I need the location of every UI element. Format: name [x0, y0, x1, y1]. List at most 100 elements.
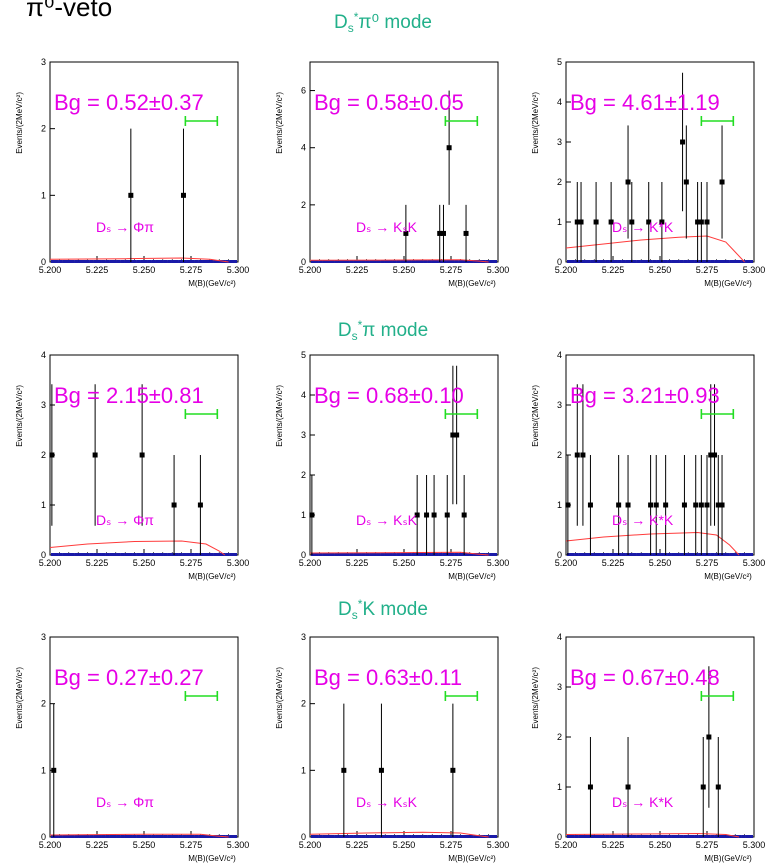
- plot-2-data-point: [593, 219, 599, 225]
- plot-8-zero-point: [644, 835, 649, 838]
- plot-5-zero-point: [586, 553, 591, 556]
- plot-3-zero-point: [105, 553, 110, 556]
- plot-0-ytick-label: 3: [41, 57, 46, 67]
- plot-1-zero-point: [427, 260, 432, 263]
- plot-2-zero-point: [749, 260, 753, 263]
- plot-8-zero-point: [690, 835, 695, 838]
- plot-5-xtick-label: 5.200: [555, 558, 578, 568]
- plot-8-zero-point: [675, 835, 680, 838]
- plot-5-zero-point: [694, 553, 699, 556]
- plot-1-ytick-label: 0: [301, 257, 306, 267]
- plot-6-zero-point: [70, 835, 75, 838]
- plot-6-zero-point: [233, 835, 237, 838]
- plot-8-zero-point: [718, 835, 723, 838]
- plot-3-zero-point: [163, 553, 168, 556]
- plot-2-zero-point: [737, 260, 742, 263]
- plot-1-data-point: [403, 230, 409, 236]
- plot-8-zero-point: [671, 835, 676, 838]
- plot-7-zero-point: [311, 835, 315, 838]
- plot-5-bg-label: Bg = 3.21±0.93: [570, 383, 720, 408]
- plot-3-fit-curve: [49, 540, 226, 556]
- plot-8-zero-point: [632, 835, 637, 838]
- row-title-dstar-k: Ds*K mode: [338, 597, 428, 622]
- plot-3-zero-point: [178, 553, 183, 556]
- plot-1-zero-point: [431, 260, 436, 263]
- plot-0-xtick-label: 5.300: [227, 265, 250, 275]
- plot-6-zero-point: [132, 835, 137, 838]
- plot-8-xtick-label: 5.225: [602, 840, 625, 850]
- plot-1-zero-point: [376, 260, 381, 263]
- plot-2-zero-point: [729, 260, 734, 263]
- plot-8-zero-point: [578, 835, 583, 838]
- plot-7-zero-point: [365, 835, 370, 838]
- plot-7-zero-point: [423, 835, 428, 838]
- plot-1-data-point: [440, 230, 446, 236]
- plot-1-zero-point: [380, 260, 385, 263]
- plot-4-zero-point: [400, 553, 405, 556]
- plot-5-zero-point: [644, 553, 649, 556]
- plot-3-zero-point: [66, 553, 71, 556]
- plot-2-xtick-label: 5.200: [555, 265, 578, 275]
- plot-8-zero-point: [702, 835, 707, 838]
- plot-7-zero-point: [372, 835, 377, 838]
- plot-8-zero-point: [714, 835, 719, 838]
- plot-6-zero-point: [54, 835, 59, 838]
- plot-5-zero-point: [582, 553, 587, 556]
- plot-4-fit-curve: [309, 551, 489, 556]
- plot-5-zero-point: [679, 553, 684, 556]
- plot-6-zero-point: [147, 835, 152, 838]
- plot-4-zero-point: [365, 553, 370, 556]
- plot-4-ytick-label: 3: [301, 430, 306, 440]
- plot-6-zero-point: [198, 835, 203, 838]
- plot-8-data-point: [715, 784, 721, 790]
- plot-8-ytick-label: 0: [557, 832, 562, 842]
- plot-2-ylabel: Events/(2MeV/c²): [531, 92, 540, 154]
- plot-6-zero-point: [128, 835, 133, 838]
- plot-1-zero-point: [400, 260, 405, 263]
- plot-0-zero-point: [194, 260, 199, 263]
- plot-5-ylabel: Events/(2MeV/c²): [531, 385, 540, 447]
- plot-1-zero-point: [465, 260, 470, 263]
- plot-8-xtick-label: 5.200: [555, 840, 578, 850]
- plot-8-zero-point: [570, 835, 575, 838]
- plot-2-data-point: [683, 179, 689, 185]
- plot-6-ytick-label: 2: [41, 699, 46, 709]
- plot-4-zero-point: [403, 553, 408, 556]
- plot-0-zero-point: [174, 260, 179, 263]
- plot-3-xtick-label: 5.225: [86, 558, 109, 568]
- plot-3-xtick-label: 5.200: [39, 558, 62, 568]
- plot-2-data-point: [698, 219, 704, 225]
- plot-6-fit-curve: [49, 833, 229, 838]
- plot-3-data-point: [92, 452, 98, 458]
- plot-5-zero-point: [656, 553, 661, 556]
- plot-5-data-point: [715, 502, 721, 508]
- plot-7-zero-point: [380, 835, 385, 838]
- plot-0-zero-point: [132, 260, 137, 263]
- plot-1-zero-point: [411, 260, 416, 263]
- plot-5-decay-label: Dₛ → K*K: [612, 512, 674, 528]
- plot-6-bg-label: Bg = 0.27±0.27: [54, 665, 204, 690]
- plot-8-zero-point: [574, 835, 579, 838]
- plot-4-xtick-label: 5.225: [346, 558, 369, 568]
- plot-1-zero-point: [365, 260, 370, 263]
- plot-2-fit-curve: [565, 235, 745, 263]
- plot-5-zero-point: [625, 553, 630, 556]
- row-title-dstar-pi: Ds*π mode: [337, 318, 429, 343]
- plot-2-zero-point: [590, 260, 595, 263]
- plot-3-bg-label: Bg = 2.15±0.81: [54, 383, 204, 408]
- plot-0-zero-point: [70, 260, 75, 263]
- plot-0-xtick-label: 5.275: [180, 265, 203, 275]
- plot-8-data-point: [700, 784, 706, 790]
- plot-8-zero-point: [683, 835, 688, 838]
- plot-3-zero-point: [147, 553, 152, 556]
- plot-6-zero-point: [62, 835, 67, 838]
- plot-1-zero-point: [446, 260, 451, 263]
- plot-4-ytick-label: 2: [301, 470, 306, 480]
- plot-1-xtick-label: 5.275: [440, 265, 463, 275]
- plot-4-zero-point: [372, 553, 377, 556]
- plot-0-zero-point: [233, 260, 237, 263]
- plot-0-zero-point: [151, 260, 156, 263]
- plot-7-zero-point: [415, 835, 420, 838]
- plot-0-xtick-label: 5.200: [39, 265, 62, 275]
